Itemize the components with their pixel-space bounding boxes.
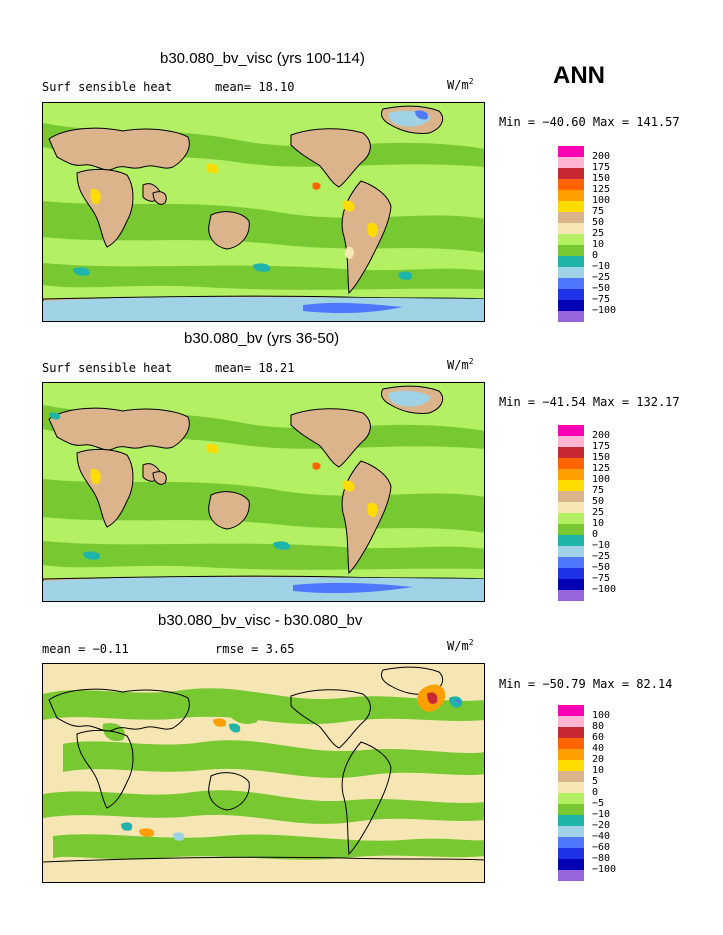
ocean-cool-spots (43, 390, 484, 601)
panel-1-minmax: Min = −40.60 Max = 141.57 (499, 115, 680, 129)
panel-2-minmax: Min = −41.54 Max = 132.17 (499, 395, 680, 409)
panel-3-title: b30.080_bv_visc - b30.080_bv (158, 612, 363, 629)
ocean-cool-spots (43, 110, 484, 321)
season-label: ANN (553, 62, 605, 89)
panel-1-mean-label: mean= 18.10 (215, 80, 295, 94)
panel-1-variable-label: Surf sensible heat (42, 80, 173, 94)
land-hot-spots (90, 163, 378, 259)
panel-3-mean-label: mean = −0.11 (42, 642, 129, 656)
panel-2-title: b30.080_bv (yrs 36-50) (184, 330, 340, 347)
panel-3-units: W/m2 (447, 638, 474, 653)
panel-3-rmse-label: rmse = 3.65 (215, 642, 295, 656)
panel-2-variable-label: Surf sensible heat (42, 361, 173, 375)
panel-3-map (42, 663, 485, 883)
panel-2-mean-label: mean= 18.21 (215, 361, 295, 375)
panel-2-units: W/m2 (447, 357, 474, 372)
difference-extremes (121, 684, 463, 841)
panel-1-map (42, 102, 485, 322)
panel-3-map-svg (43, 664, 484, 882)
panel-1-map-svg (43, 103, 484, 321)
panel-1-title: b30.080_bv_visc (yrs 100-114) (160, 50, 365, 67)
panel-3-minmax: Min = −50.79 Max = 82.14 (499, 677, 673, 691)
land-hot-spots (90, 443, 378, 518)
panel-2-map-svg (43, 383, 484, 601)
panel-1-units: W/m2 (447, 77, 474, 92)
panel-2-map (42, 382, 485, 602)
